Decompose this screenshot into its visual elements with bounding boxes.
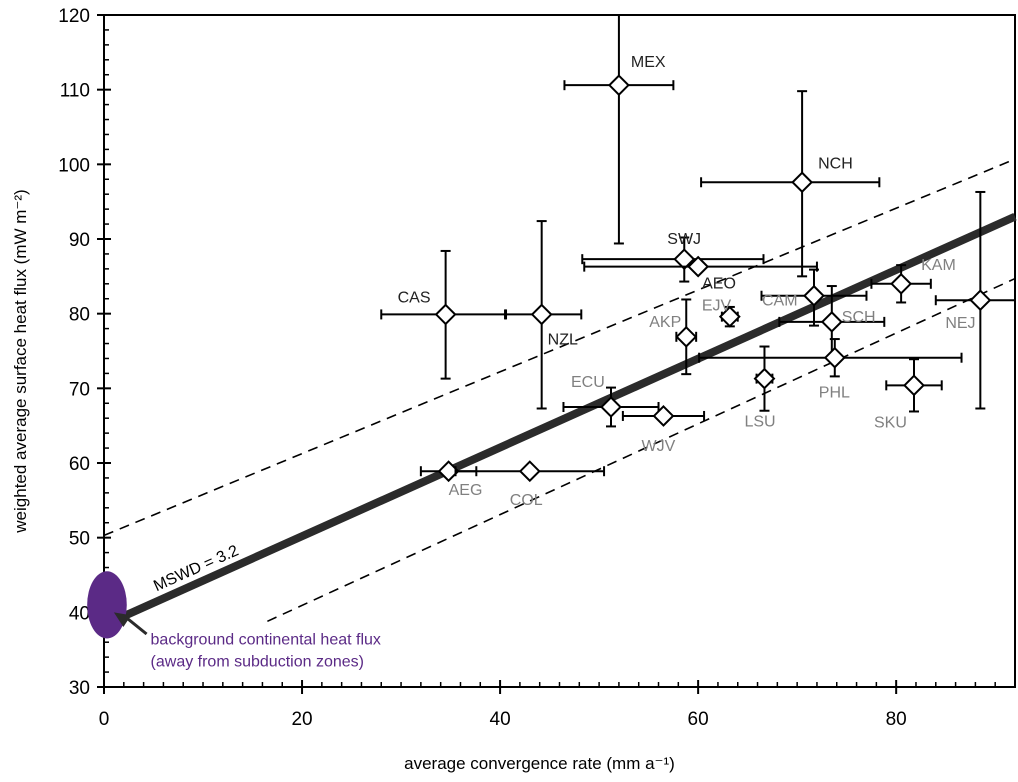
point-label: AEG — [449, 482, 483, 499]
y-tick-label: 30 — [69, 678, 90, 699]
x-tick-label: 0 — [99, 709, 110, 730]
data-point — [581, 236, 765, 283]
confidence-lower-line — [267, 277, 1016, 623]
y-tick-label: 90 — [69, 230, 90, 251]
data-point — [778, 285, 886, 359]
diamond-marker — [791, 171, 814, 194]
point-label: AEO — [702, 276, 736, 293]
x-tick-label: 80 — [886, 709, 907, 730]
y-tick-label: 110 — [60, 81, 90, 102]
point-label: COL — [510, 492, 543, 509]
point-label: SCH — [842, 309, 876, 326]
point-label: ECU — [571, 374, 605, 391]
diamond-marker — [903, 374, 925, 397]
point-label: KAM — [921, 257, 956, 274]
diamond-marker — [803, 284, 825, 307]
point-label: AKP — [649, 314, 681, 331]
diamond-marker — [518, 460, 541, 483]
diamond-marker — [434, 303, 457, 326]
annotation-arrow-head — [113, 612, 132, 628]
data-point — [562, 386, 660, 428]
point-label: NZL — [548, 331, 578, 348]
point-label: MEX — [631, 54, 666, 71]
x-tick-label: 40 — [490, 709, 511, 730]
confidence-upper-line — [103, 158, 1016, 537]
x-axis-title: average convergence rate (mm a⁻¹) — [404, 754, 675, 773]
plot-frame — [103, 14, 1016, 688]
y-axis-title: weighted average surface heat flux (mW m… — [11, 189, 30, 533]
point-label: CAM — [762, 293, 798, 310]
data-point — [698, 338, 963, 378]
point-label: NEJ — [945, 315, 975, 332]
x-tick-label: 60 — [688, 709, 709, 730]
annotation-line-1: background continental heat flux — [151, 631, 381, 648]
diamond-marker — [753, 367, 776, 390]
y-tick-label: 100 — [58, 155, 90, 176]
diamond-marker — [652, 405, 675, 427]
annotation-arrow-shaft — [124, 616, 148, 636]
data-point — [675, 298, 698, 376]
diamond-marker — [530, 303, 553, 326]
data-point — [934, 190, 1015, 410]
data-point — [505, 220, 583, 410]
point-label: WJV — [641, 438, 675, 455]
data-point — [380, 249, 507, 380]
data-point — [700, 90, 881, 278]
data-point — [583, 255, 818, 278]
regression-line — [102, 212, 1017, 629]
diamond-marker — [607, 74, 630, 97]
point-label: EJV — [702, 298, 732, 315]
data-point — [885, 358, 943, 413]
y-tick-label: 120 — [58, 6, 90, 27]
point-label: PHL — [819, 385, 850, 402]
diamond-marker — [890, 272, 913, 295]
data-point — [760, 268, 868, 327]
diamond-marker — [969, 289, 992, 312]
y-tick-label: 40 — [69, 603, 90, 624]
diamond-marker — [673, 248, 696, 271]
point-label: NCH — [818, 155, 853, 172]
y-tick-label: 50 — [69, 529, 90, 550]
diamond-marker — [687, 255, 710, 278]
diamond-marker — [820, 310, 843, 333]
annotation-line-2: (away from subduction zones) — [151, 653, 364, 670]
background-flux-ellipse — [87, 571, 127, 639]
point-label: LSU — [744, 414, 775, 431]
diamond-marker — [675, 325, 698, 348]
y-tick-label: 70 — [69, 379, 90, 400]
diamond-marker — [718, 305, 741, 328]
y-tick-label: 80 — [69, 305, 90, 326]
point-label: SKU — [874, 414, 907, 431]
data-point — [753, 345, 776, 412]
data-point — [621, 405, 706, 427]
diamond-marker — [600, 396, 622, 418]
data-point — [870, 264, 932, 304]
x-tick-label: 20 — [291, 709, 312, 730]
data-point — [718, 305, 741, 328]
point-label: SWJ — [667, 231, 701, 248]
point-label: CAS — [398, 289, 431, 306]
y-tick-label: 60 — [69, 454, 90, 475]
data-point — [454, 460, 606, 483]
data-point — [563, 15, 675, 245]
diamond-marker — [823, 346, 846, 369]
